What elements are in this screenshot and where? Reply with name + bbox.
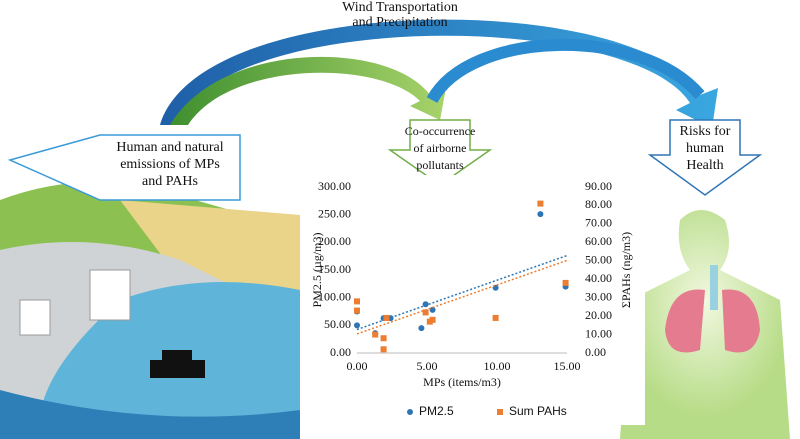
emissions-label: emissions of MPs [120, 157, 220, 172]
y2-tick-label: 20.00 [585, 308, 612, 322]
point [422, 309, 429, 316]
y2-tick-label: 40.00 [585, 271, 612, 285]
point [429, 306, 436, 313]
point [372, 331, 379, 338]
risk-label: Health [686, 158, 723, 173]
legend-label: Sum PAHs [509, 404, 567, 418]
emissions-label: and PAHs [142, 174, 198, 189]
y-tick-label: 300.00 [318, 179, 351, 193]
y2-tick-label: 80.00 [585, 197, 612, 211]
point [492, 314, 499, 321]
point [380, 346, 387, 353]
y2-tick-label: 70.00 [585, 216, 612, 230]
y2-tick-label: 10.00 [585, 326, 612, 340]
legend-swatch [497, 409, 503, 415]
point [354, 322, 360, 329]
y-tick-label: 0.00 [330, 345, 351, 359]
wind-label: Wind Transportation [342, 0, 458, 15]
x-tick-label: 10.00 [484, 359, 511, 373]
landscape-illustration [0, 182, 300, 439]
y-tick-label: 200.00 [318, 234, 351, 248]
y2-tick-label: 50.00 [585, 253, 612, 267]
point [383, 314, 390, 321]
y2-tick-label: 0.00 [585, 345, 606, 359]
human-illustration [620, 210, 790, 439]
cooccurrence-label: Co-occurrence [405, 124, 476, 138]
y-axis-label: PM2.5 (µg/m3) [310, 233, 324, 308]
y2-tick-label: 60.00 [585, 234, 612, 248]
y-tick-label: 150.00 [318, 262, 351, 276]
y-tick-label: 100.00 [318, 289, 351, 303]
y2-axis-label: ΣPAHs (ng/m3) [619, 232, 633, 308]
legend-swatch [407, 409, 413, 415]
point [354, 307, 360, 314]
cooccurrence-arrow-box [387, 119, 493, 186]
cooccurrence-label: of airborne [414, 141, 467, 155]
risk-arrow-box [647, 119, 763, 196]
point [422, 301, 429, 308]
x-axis-label: MPs (items/m3) [423, 375, 501, 389]
point [354, 298, 360, 305]
trend-line [356, 259, 568, 335]
emissions-callout [7, 134, 241, 201]
legend-label: PM2.5 [419, 404, 454, 418]
point [537, 200, 544, 207]
risk-label: human [686, 141, 724, 156]
y-tick-label: 250.00 [318, 206, 351, 220]
x-tick-label: 15.00 [554, 359, 581, 373]
y2-tick-label: 90.00 [585, 179, 612, 193]
wind-arrows [160, 19, 718, 128]
risk-label: Risks for [680, 124, 731, 139]
point [537, 211, 544, 218]
emissions-label: Human and natural [116, 140, 223, 155]
point [562, 279, 569, 286]
x-tick-label: 5.00 [417, 359, 438, 373]
point [429, 316, 436, 323]
cooccurrence-label: pollutants [416, 158, 464, 172]
y2-tick-label: 30.00 [585, 289, 612, 303]
point [380, 335, 387, 342]
wind-label: and Precipitation [352, 15, 447, 30]
x-tick-label: 0.00 [347, 359, 368, 373]
point [418, 325, 425, 332]
y-tick-label: 50.00 [324, 317, 351, 331]
